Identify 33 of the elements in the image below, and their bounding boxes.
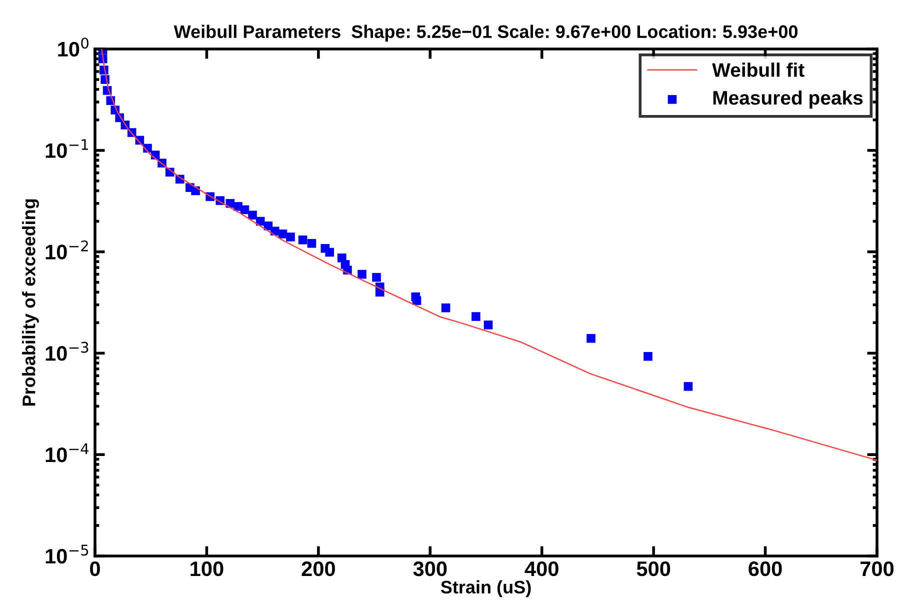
point: [248, 210, 257, 220]
x-tick-label: 300: [413, 561, 447, 576]
point: [325, 248, 334, 257]
legend-label: Weibull fit: [712, 62, 804, 77]
legend-label: Measured peaks: [713, 90, 863, 109]
y-tick-label: 10$^{−5}$: [46, 544, 88, 564]
y-tick-label: 10$^{−2}$: [46, 240, 88, 260]
point: [286, 232, 295, 242]
x-tick-label: 600: [748, 561, 782, 576]
x-tick-label: 500: [636, 561, 670, 576]
point: [644, 352, 652, 361]
point: [412, 296, 422, 306]
y-tick-label: 10$^{−3}$: [46, 342, 88, 361]
point: [586, 334, 596, 343]
point: [484, 320, 493, 330]
y-axis-title: Probability of exceeding: [22, 199, 39, 406]
x-tick-label: 100: [190, 561, 224, 576]
point: [472, 312, 480, 321]
x-axis-title: Strain (uS): [440, 580, 531, 598]
point: [372, 272, 381, 282]
point: [307, 239, 316, 248]
y-tick-label: 10$^{−4}$: [46, 443, 89, 462]
x-tick-label: 700: [860, 561, 894, 576]
point: [441, 303, 450, 312]
point: [358, 270, 366, 279]
y-tick-label: 10$^{−1}$: [46, 139, 88, 158]
x-tick-label: 200: [302, 561, 335, 576]
x-tick-label: 0: [90, 561, 100, 576]
y-tick-label: 10$^{0}$: [58, 38, 88, 57]
x-tick-label: 400: [524, 561, 558, 576]
point: [684, 382, 693, 391]
chart-title: Weibull Parameters Shape: 5.25e−01 Scale: 9.67e+00 Location: 5.93e+00: [174, 24, 798, 42]
point: [298, 236, 308, 244]
